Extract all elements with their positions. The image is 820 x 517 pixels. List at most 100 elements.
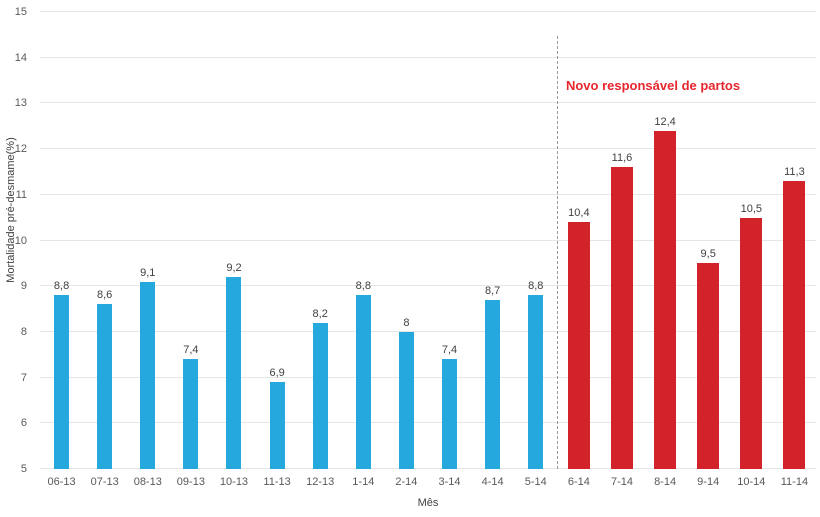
x-tick-label: 9-14 [697, 476, 720, 488]
bar-08-13: 9,1 [140, 267, 155, 469]
bar-value-label: 8,6 [97, 289, 113, 302]
bar-9-14: 9,5 [697, 248, 720, 469]
y-tick-label: 9 [20, 280, 27, 293]
x-tick-label: 4-14 [481, 476, 504, 488]
bar-07-13: 8,6 [97, 289, 112, 469]
x-tick-label: 09-13 [176, 476, 205, 488]
bar-column-6-14: 10,4 6-14 [557, 12, 600, 488]
x-axis-title: Mês [417, 497, 439, 509]
gridline [40, 11, 816, 12]
gridline [40, 102, 816, 104]
gridline [40, 193, 816, 195]
y-tick-label: 13 [14, 97, 27, 110]
gridline [40, 285, 816, 287]
bar-6-14: 10,4 [567, 207, 590, 469]
gridline [40, 330, 816, 332]
bar-column-1-14: 8,8 1-14 [342, 12, 385, 488]
x-tick-label: 10-13 [219, 476, 249, 488]
bar-value-label: 8 [403, 316, 410, 329]
bar-2-14: 8 [398, 317, 414, 469]
bar-11-13: 6,9 [269, 367, 285, 469]
x-tick-label: 11-13 [263, 476, 291, 488]
bar-1-14: 8,8 [356, 280, 371, 469]
bar-value-label: 7,4 [441, 344, 458, 357]
bar-value-label: 10,5 [740, 202, 763, 215]
y-tick-label: 8 [20, 325, 27, 338]
x-tick-label: 1-14 [352, 476, 375, 488]
bar-column-11-13: 6,9 11-13 [256, 12, 299, 488]
gridline [40, 56, 816, 58]
dashed-separator-line [557, 36, 559, 469]
bar-4-14: 8,7 [485, 285, 500, 469]
bar-12-13: 8,2 [313, 308, 328, 469]
bar-value-label: 8,8 [528, 280, 544, 293]
bar-value-label: 8,8 [53, 280, 70, 293]
bar-7-14: 11,6 [610, 152, 633, 469]
x-tick-label: 5-14 [524, 476, 547, 488]
bar-10-13: 9,2 [226, 262, 242, 469]
bar-5-14: 8,8 [528, 280, 543, 469]
bar-column-4-14: 8,7 4-14 [471, 12, 514, 488]
bar-value-label: 8,7 [484, 284, 501, 297]
bar-column-2-14: 8 2-14 [385, 12, 428, 488]
bar-value-label: 12,4 [654, 115, 676, 128]
y-tick-label: 12 [14, 143, 27, 156]
y-tick-label: 7 [20, 371, 27, 384]
gridline [40, 468, 816, 469]
bar-column-08-13: 9,1 08-13 [126, 12, 169, 488]
bars-container: 8,8 06-13 8,6 07-13 9,1 08-13 7,4 09-13 9,2 10-13… [40, 12, 816, 488]
x-tick-label: 06-13 [47, 476, 76, 488]
bar-value-label: 11,6 [611, 152, 633, 165]
bar-06-13: 8,8 [54, 280, 69, 469]
x-tick-label: 2-14 [395, 476, 418, 488]
x-tick-label: 7-14 [610, 476, 633, 488]
bar-11-14: 11,3 [783, 166, 806, 469]
bar-column-12-13: 8,2 12-13 [299, 12, 342, 488]
bar-09-13: 7,4 [183, 344, 199, 469]
x-tick-label: 10-14 [737, 476, 766, 488]
gridline [40, 239, 816, 241]
bar-value-label: 8,8 [355, 280, 371, 293]
gridline [40, 148, 816, 150]
y-tick-label: 5 [20, 463, 27, 475]
x-tick-label: 12-13 [306, 476, 335, 488]
bar-column-11-14: 11,3 11-14 [773, 12, 816, 488]
y-tick-label: 6 [20, 417, 27, 430]
annotation: Novo responsável de partos [565, 78, 741, 93]
bar-value-label: 6,9 [269, 367, 285, 380]
bar-value-label: 9,2 [226, 262, 242, 275]
bar-column-3-14: 7,4 3-14 [428, 12, 471, 488]
x-tick-label: 6-14 [567, 476, 590, 488]
x-tick-label: 3-14 [438, 476, 461, 488]
bar-10-14: 10,5 [740, 203, 763, 469]
gridline [40, 376, 816, 378]
bar-column-7-14: 11,6 7-14 [600, 12, 643, 488]
y-tick-label: 10 [14, 234, 27, 247]
bar-value-label: 9,1 [140, 266, 156, 279]
y-tick-label: 14 [14, 51, 27, 64]
x-tick-label: 8-14 [654, 476, 677, 488]
bar-value-label: 9,5 [700, 248, 716, 261]
bar-column-9-14: 9,5 9-14 [687, 12, 730, 488]
x-tick-label: 08-13 [133, 476, 162, 488]
plot-area: Novo responsável de partos 8,8 06-13 8,6 07… [40, 11, 816, 488]
x-tick-label: 11-14 [780, 476, 809, 488]
bar-value-label: 10,4 [568, 207, 590, 220]
y-axis: 5 6 7 8 9 10 11 12 13 14 15 [0, 6, 32, 475]
bar-value-label: 8,2 [312, 307, 328, 320]
bar-column-06-13: 8,8 06-13 [40, 12, 83, 488]
bar-column-10-14: 10,5 10-14 [730, 12, 773, 488]
x-tick-label: 07-13 [90, 476, 119, 488]
bar-column-5-14: 8,8 5-14 [514, 12, 557, 488]
bar-8-14: 12,4 [654, 116, 677, 469]
bar-column-09-13: 7,4 09-13 [169, 12, 212, 488]
bar-column-10-13: 9,2 10-13 [212, 12, 255, 488]
gridline [40, 422, 816, 424]
bar-value-label: 7,4 [183, 344, 199, 357]
bar-column-8-14: 12,4 8-14 [644, 12, 687, 488]
bar-3-14: 7,4 [442, 344, 457, 469]
y-tick-label: 15 [14, 6, 27, 18]
bar-value-label: 11,3 [784, 166, 805, 179]
bar-column-07-13: 8,6 07-13 [83, 12, 126, 488]
